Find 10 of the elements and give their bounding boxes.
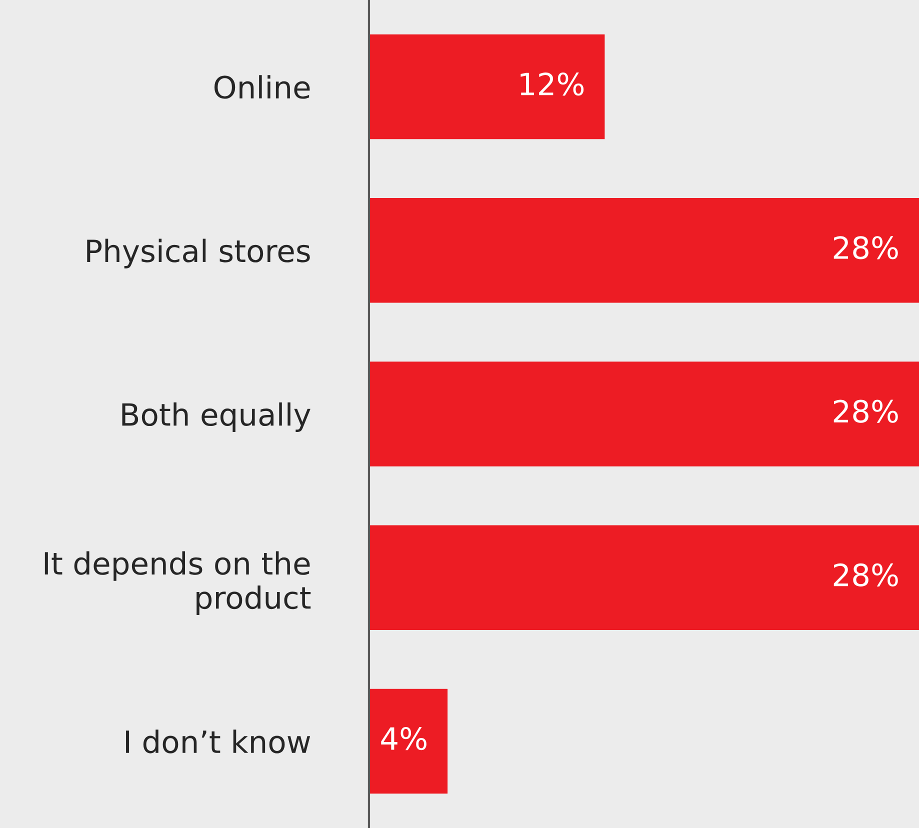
data-label: 28% [834,400,898,423]
y-tick-label: Both equally [122,402,310,432]
y-tick-label: Online [214,75,310,99]
y-tick-label: Physical stores [87,238,310,268]
data-label: 4% [381,727,426,750]
data-label: 28% [834,236,898,260]
y-tick-label: It depends on the product [44,551,311,616]
data-label: 12% [520,72,584,96]
data-label: 28% [834,563,898,586]
y-tick-label: I don’t know [126,730,310,754]
